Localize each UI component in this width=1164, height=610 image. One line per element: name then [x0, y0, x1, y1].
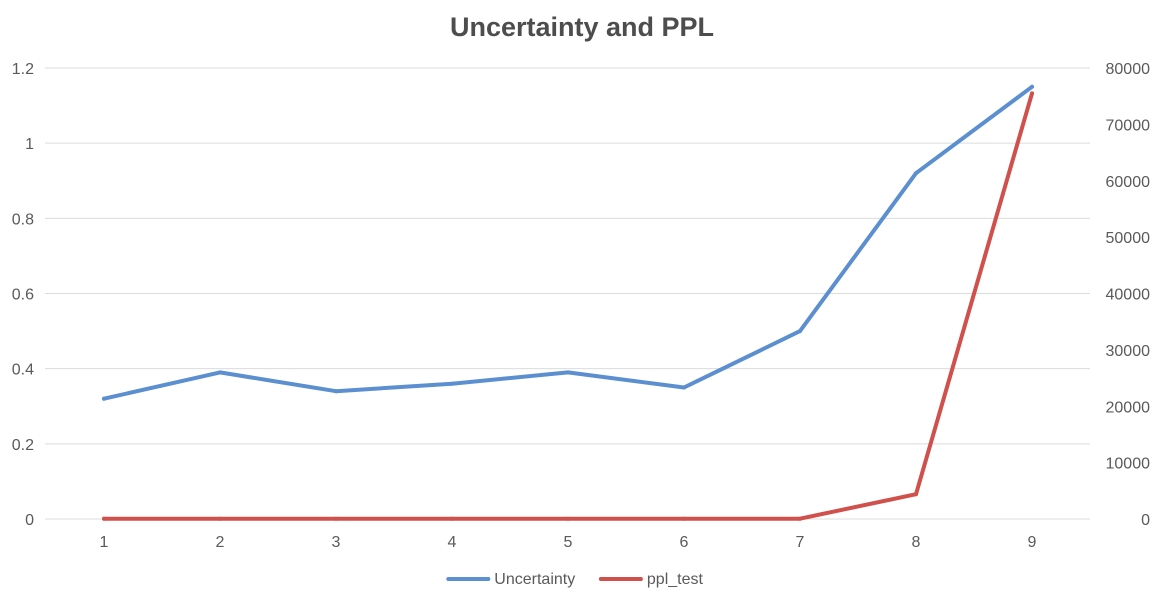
chart-title: Uncertainty and PPL — [450, 12, 714, 42]
y-left-tick-label: 1 — [25, 136, 34, 153]
legend-label: Uncertainty — [494, 571, 575, 588]
y-left-tick-label: 1.2 — [12, 61, 34, 78]
y-left-tick-label: 0.8 — [12, 211, 34, 228]
y-left-tick-label: 0 — [25, 512, 34, 529]
left-axis-ticks: 0 0.2 0.4 0.6 0.8 1 1.2 — [12, 61, 34, 529]
y-left-tick-label: 0.4 — [12, 362, 34, 379]
x-tick-label: 2 — [216, 534, 225, 551]
legend-item: Uncertainty — [446, 571, 575, 588]
data-point — [566, 516, 570, 521]
data-point — [450, 381, 454, 386]
y-left-tick-label: 0.2 — [12, 437, 34, 454]
y-right-tick-label: 40000 — [1106, 287, 1151, 304]
data-point — [682, 385, 686, 390]
y-right-tick-label: 60000 — [1106, 174, 1151, 191]
y-right-tick-label: 70000 — [1106, 117, 1151, 134]
data-point — [450, 516, 454, 521]
data-point — [218, 516, 222, 521]
x-tick-label: 4 — [448, 534, 457, 551]
x-tick-label: 9 — [1028, 534, 1037, 551]
data-point — [798, 516, 802, 521]
y-right-tick-label: 80000 — [1106, 61, 1151, 78]
series-lines — [102, 84, 1034, 521]
data-point — [566, 370, 570, 375]
y-right-tick-label: 50000 — [1106, 230, 1151, 247]
data-point — [682, 516, 686, 521]
x-tick-label: 6 — [680, 534, 689, 551]
data-point — [218, 370, 222, 375]
x-tick-label: 7 — [796, 534, 805, 551]
y-right-tick-label: 30000 — [1106, 343, 1151, 360]
y-right-tick-label: 20000 — [1106, 399, 1151, 416]
data-point — [1030, 84, 1034, 89]
legend-label: ppl_test — [647, 571, 704, 588]
x-tick-label: 3 — [332, 534, 341, 551]
data-point — [102, 396, 106, 401]
x-tick-label: 8 — [912, 534, 921, 551]
legend: Uncertainty ppl_test — [446, 571, 704, 588]
data-point — [334, 389, 338, 394]
x-axis-ticks: 1 2 3 4 5 6 7 8 9 — [100, 534, 1037, 551]
data-point — [334, 516, 338, 521]
y-left-tick-label: 0.6 — [12, 287, 34, 304]
right-axis-ticks: 0 10000 20000 30000 40000 50000 60000 70000 8000… — [1106, 61, 1151, 529]
data-point — [102, 516, 106, 521]
x-tick-label: 1 — [100, 534, 109, 551]
legend-item: ppl_test — [598, 571, 704, 588]
data-point — [798, 329, 802, 334]
x-tick-label: 5 — [564, 534, 573, 551]
series-line-uncertainty — [102, 84, 1034, 401]
data-point — [914, 171, 918, 176]
y-right-tick-label: 0 — [1141, 512, 1150, 529]
series-line-ppl-test — [102, 91, 1034, 521]
data-point — [914, 492, 918, 497]
grid-lines — [45, 67, 1090, 520]
y-right-tick-label: 10000 — [1106, 456, 1151, 473]
data-point — [1030, 91, 1034, 96]
